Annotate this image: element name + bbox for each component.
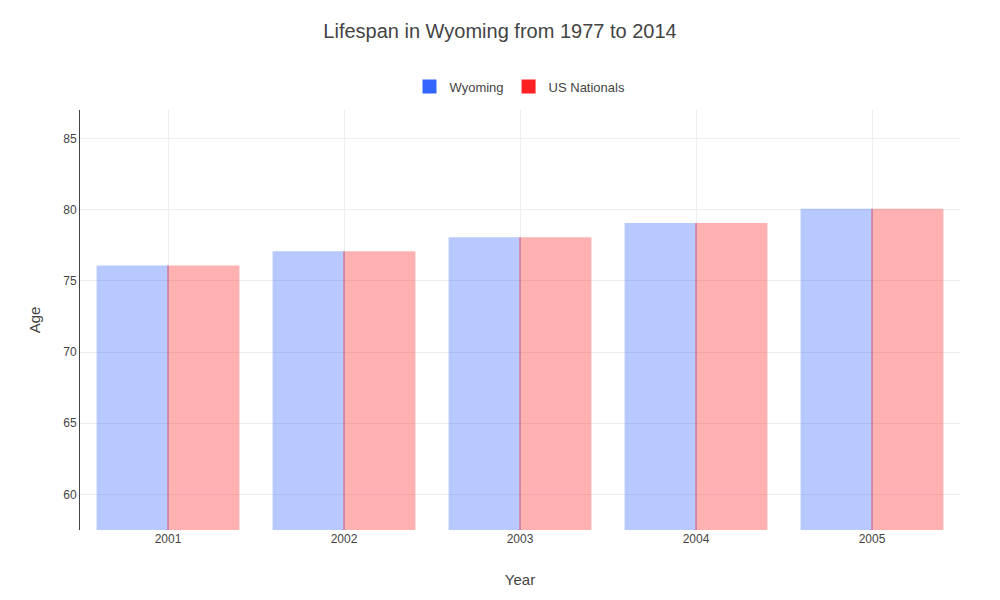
svg-text:Lifespan in Wyoming from 1977: Lifespan in Wyoming from 1977 to 2014	[323, 20, 676, 42]
svg-text:75: 75	[63, 274, 77, 288]
svg-text:US Nationals: US Nationals	[549, 80, 625, 95]
svg-text:70: 70	[63, 345, 77, 359]
svg-text:Wyoming: Wyoming	[450, 80, 504, 95]
svg-text:Year: Year	[505, 571, 535, 588]
svg-text:Age: Age	[26, 307, 43, 334]
svg-text:80: 80	[63, 203, 77, 217]
svg-text:2003: 2003	[507, 532, 534, 546]
svg-text:85: 85	[63, 132, 77, 146]
svg-text:2004: 2004	[683, 532, 710, 546]
svg-text:2001: 2001	[155, 532, 182, 546]
svg-text:65: 65	[63, 416, 77, 430]
svg-text:2002: 2002	[331, 532, 358, 546]
svg-text:60: 60	[63, 488, 77, 502]
svg-text:2005: 2005	[859, 532, 886, 546]
